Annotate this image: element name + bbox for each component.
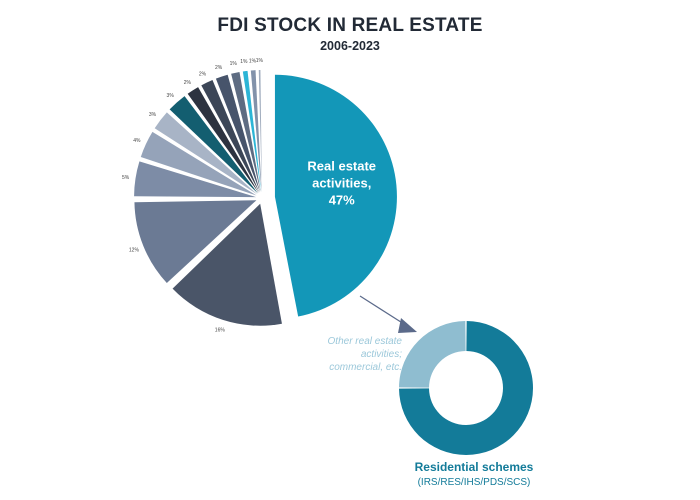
slice-label: 5%: [122, 175, 130, 181]
slice-label: 3%: [149, 112, 157, 118]
slice-label: 3%: [167, 93, 175, 99]
donut-labels: Other real estate activities; commercial, …: [328, 336, 534, 488]
pie-slice: [187, 87, 259, 193]
pie-slice: [201, 79, 260, 193]
residential-schemes-sublabel: (IRS/RES/IHS/PDS/SCS): [418, 477, 531, 488]
slice-label: 1%: [256, 58, 264, 64]
pie-slice: [258, 70, 262, 193]
pie-slice: [154, 112, 258, 195]
pie-slice: [250, 70, 262, 193]
donut-slice: [399, 321, 466, 388]
slice-label: 2%: [199, 71, 207, 77]
chart-title: FDI STOCK IN REAL ESTATE: [217, 15, 483, 36]
connector-arrow: [359, 295, 417, 333]
pie-slice: [169, 96, 259, 194]
residential-schemes-label: Residential schemes: [415, 460, 534, 474]
slice-label: 4%: [133, 138, 141, 144]
other-real-estate-label: Other real estate activities; commercial, …: [328, 336, 403, 373]
pie-slice: [172, 203, 282, 326]
slice-label: 1%: [249, 58, 257, 64]
pie-slice: [215, 74, 261, 193]
slice-label: 2%: [184, 80, 192, 86]
slice-label: 1%: [230, 61, 238, 67]
pie-slice: [134, 200, 257, 284]
pie-slice: [140, 131, 257, 196]
slice-label: 2%: [215, 65, 223, 71]
pie-slice: [231, 71, 261, 193]
slice-label: 16%: [215, 327, 226, 333]
main-pie: Real estate activities, 47% 16% 12% 5% 4% 3% 3% 2…: [122, 58, 397, 333]
donut-slice: [399, 321, 533, 455]
slice-label: 12%: [129, 247, 140, 253]
pie-slice: [274, 74, 397, 317]
slice-label: 1%: [240, 59, 248, 65]
chart-subtitle: 2006-2023: [320, 39, 380, 53]
pie-slice: [134, 161, 257, 198]
pie-slice: [242, 70, 262, 193]
donut-chart: [399, 321, 533, 455]
highlight-slice-label: Real estate activities, 47%: [307, 158, 376, 207]
